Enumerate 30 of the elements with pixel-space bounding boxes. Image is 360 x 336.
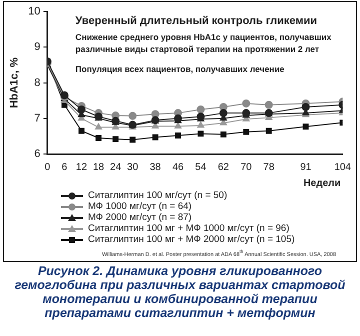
x-tick-label: 46: [172, 162, 184, 173]
x-tick-label: 0: [44, 162, 51, 173]
x-tick-label: 30: [127, 162, 139, 173]
text: Снижение среднего уровня HbA1c у пациентов, получавших различные виды стартовой терапии на протяжении 2 лет: [75, 32, 332, 54]
x-tick-label: 24: [110, 162, 122, 173]
x-tick-label: 18: [92, 162, 105, 173]
x-tick-label: 54: [195, 162, 207, 173]
x-tick-label: 78: [263, 162, 275, 173]
y-tick-label: 10: [28, 6, 40, 18]
x-tick-label: 12: [76, 162, 88, 173]
chart-title: Уверенный длительный контроль гликемии: [75, 15, 318, 28]
x-tick-label: 104: [334, 162, 352, 173]
x-tick-label: 6: [62, 162, 68, 173]
x-tick-label: 62: [218, 162, 230, 173]
x-tick-label: 38: [150, 162, 162, 173]
legend-label: МФ 2000 мг/сут (n = 87): [88, 212, 192, 223]
text: Рисунок 2. Динамика уровня гликированного гемоглобина при различных вариантах стартовой монотерапии и комбинированной терапии препаратами ситаглиптин + метформин: [14, 262, 346, 320]
legend-label: Ситаглиптин 100 мг/сут (n = 50): [88, 190, 228, 201]
x-axis-title: Недели: [303, 178, 341, 189]
y-tick-label: 8: [34, 76, 40, 89]
y-tick-label: 9: [34, 41, 40, 54]
x-tick-label: 91: [300, 162, 312, 173]
legend-label: Ситаглиптин 100 мг + МФ 1000 мг/сут (n = 96): [88, 223, 290, 234]
y-axis-title: HbA1c, %: [8, 57, 21, 108]
legend-label: МФ 1000 мг/сут (n = 64): [88, 201, 192, 212]
y-tick-label: 6: [34, 148, 40, 160]
x-tick-label: 70: [240, 162, 252, 173]
legend-label: Ситаглиптин 100 мг + МФ 2000 мг/сут (n = 105): [88, 234, 295, 245]
annotation: Популяция всех пациентов, получавших лечение: [75, 64, 285, 74]
y-tick-label: 7: [34, 112, 40, 124]
